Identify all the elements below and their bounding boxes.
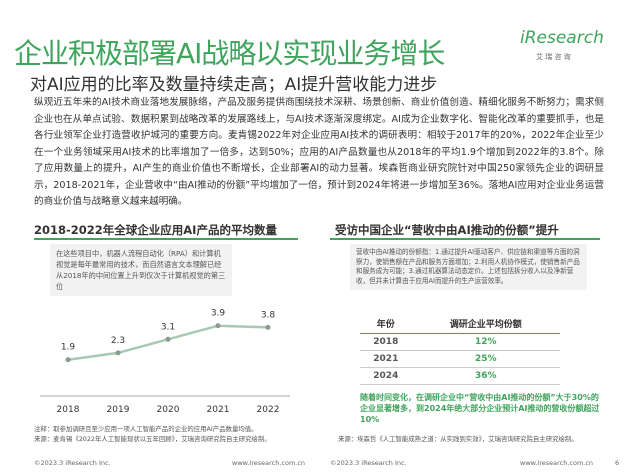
url: www.iresearch.com.cn	[520, 459, 594, 467]
x-tick-label: 2019	[107, 405, 130, 415]
right-title: 受访中国企业“营收中由AI推动的份额”提升	[335, 223, 559, 237]
point	[215, 323, 221, 329]
logo-sub: 艾 瑞 咨 询	[536, 53, 571, 61]
right-note: 营收中由AI推动的份额指：1.通过提升AI驱动客户、供应链和渠道等方面的洞察力，…	[350, 244, 587, 290]
table-row: 2018 12%	[360, 333, 560, 351]
table-cell: 调研企业平均份额	[411, 314, 560, 334]
table-row: 2024 36%	[360, 367, 560, 385]
table-cell: 25%	[411, 350, 560, 368]
divider	[34, 238, 298, 240]
point	[65, 357, 71, 363]
copyright: ©2023.3 iResearch Inc.	[330, 459, 407, 467]
left-note: 在这些项目中，机器人流程自动化（RPA）和计算机视觉是每年最常用的技术，而自然语…	[50, 244, 232, 296]
left-footnote: 注释：取参加调研且至少应用一项人工智能产品的企业的应用AI产品数量均值。	[34, 425, 258, 433]
logo: iResearch	[520, 28, 604, 48]
line-chart: 1.9 2018 2.3 2019 3.1 2020 3.9 2021 3.8 2022	[40, 309, 290, 415]
data-label: 3.1	[161, 322, 175, 332]
point	[265, 324, 271, 330]
table-cell: 年份	[360, 314, 412, 334]
data-label: 3.8	[261, 310, 276, 320]
data-label: 2.3	[111, 336, 125, 346]
table-cell: 2024	[360, 367, 412, 385]
subtitle: 对AI应用的比率及数量持续走高；AI提升营收能力进步	[30, 75, 438, 95]
x-tick-label: 2022	[257, 405, 280, 415]
divider	[330, 238, 600, 240]
body-text: 纵观近五年来的AI技术商业落地发展脉络，产品及服务提供商围绕技术深耕、场景创新、…	[34, 97, 604, 207]
url: www.iresearch.com.cn	[232, 459, 306, 467]
title: 企业积极部署AI战略以实现业务增长	[14, 37, 445, 70]
point	[115, 350, 121, 356]
table-header: 年份 调研企业平均份额	[360, 314, 560, 334]
table-cell: 2018	[360, 333, 412, 351]
x-tick-label: 2021	[207, 405, 230, 415]
copyright: ©2023.3 iResearch Inc.	[34, 459, 111, 467]
left-source: 来源：麦肯锡《2022年人工智能现状以五年回顾》，艾瑞咨询研究院自主研究绘制。	[34, 435, 271, 443]
share-table: 年份 调研企业平均份额 2018 12% 2021 25% 2024 36%	[360, 314, 560, 385]
table-cell: 2021	[360, 350, 412, 368]
data-label: 1.9	[61, 343, 76, 353]
right-source: 来源：埃森哲《人工智能成熟之道：从实践到实效》，艾瑞咨询研究院自主研究绘制。	[338, 435, 578, 443]
table-cell: 12%	[411, 333, 560, 351]
conclusion: 随着时间变化，在调研企业中“营收中由AI推动的份额”大于30%的企业显著增多，到…	[360, 393, 600, 424]
data-label: 3.9	[211, 309, 226, 319]
point	[165, 336, 171, 342]
left-title: 2018-2022年全球企业应用AI产品的平均数量	[34, 223, 277, 237]
x-tick-label: 2018	[57, 405, 80, 415]
table-cell: 36%	[411, 367, 560, 385]
table-row: 2021 25%	[360, 350, 560, 368]
page-number: 6	[615, 459, 620, 467]
x-tick-label: 2020	[157, 405, 180, 415]
